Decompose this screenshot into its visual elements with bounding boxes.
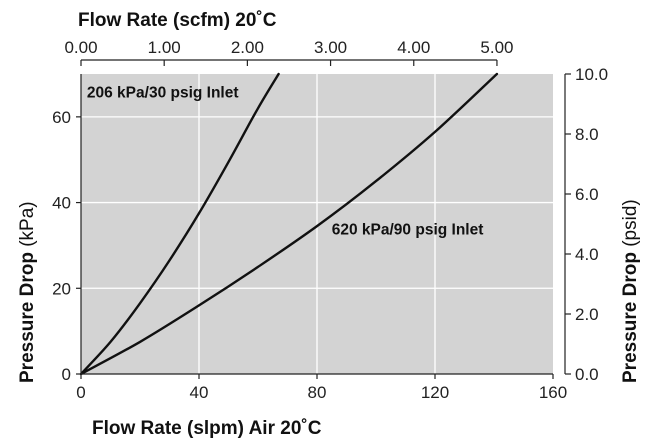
left-tick-label: 40 bbox=[52, 194, 71, 213]
left-tick-label: 60 bbox=[52, 108, 71, 127]
series-line-2 bbox=[79, 72, 499, 376]
grid-lines bbox=[81, 74, 553, 374]
bottom-tick-label: 40 bbox=[190, 383, 209, 402]
top-tick-label: 0.00 bbox=[64, 38, 97, 57]
bottom-tick-label: 0 bbox=[76, 383, 85, 402]
top-tick-label: 4.00 bbox=[397, 38, 430, 57]
left-axis-title-bold: Pressure Drop bbox=[17, 252, 38, 383]
right-tick-label: 10.0 bbox=[575, 65, 608, 84]
bottom-tick-label: 160 bbox=[539, 383, 567, 402]
right-axis-title: Pressure Drop (psid) bbox=[620, 199, 641, 383]
top-axis-title: Flow Rate (scfm) 20˚C bbox=[78, 10, 277, 31]
top-tick-label: 5.00 bbox=[480, 38, 513, 57]
top-tick-label: 3.00 bbox=[314, 38, 347, 57]
left-axis-title: Pressure Drop (kPa) bbox=[17, 201, 38, 383]
right-axis-title-unit: (psid) bbox=[620, 199, 641, 252]
bottom-axis-title: Flow Rate (slpm) Air 20˚C bbox=[92, 418, 322, 439]
right-tick-label: 4.0 bbox=[575, 245, 599, 264]
bottom-tick-label: 120 bbox=[421, 383, 449, 402]
right-tick-label: 2.0 bbox=[575, 305, 599, 324]
right-axis-title-bold: Pressure Drop bbox=[620, 252, 641, 383]
top-tick-label: 2.00 bbox=[231, 38, 264, 57]
axes: 0 40 80 120 160 0 20 40 60 0.00 1.00 2.00 3.00 4.00 5.… bbox=[52, 38, 608, 402]
right-tick-label: 8.0 bbox=[575, 125, 599, 144]
right-tick-label: 0.0 bbox=[575, 365, 599, 384]
left-tick-label: 0 bbox=[62, 365, 71, 384]
left-tick-label: 20 bbox=[52, 279, 71, 298]
curve-annotation-2: 620 kPa/90 psig Inlet bbox=[332, 222, 484, 239]
bottom-tick-label: 80 bbox=[308, 383, 327, 402]
curve-annotation-1: 206 kPa/30 psig Inlet bbox=[87, 85, 239, 102]
series-curves: 206 kPa/30 psig Inlet 620 kPa/90 psig Inl… bbox=[79, 72, 499, 376]
series-line-1 bbox=[79, 72, 280, 376]
left-axis-title-unit: (kPa) bbox=[17, 201, 38, 252]
top-tick-label: 1.00 bbox=[148, 38, 181, 57]
right-tick-label: 6.0 bbox=[575, 185, 599, 204]
